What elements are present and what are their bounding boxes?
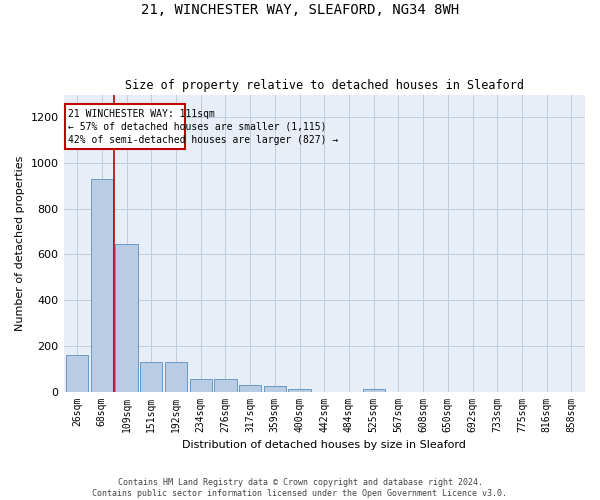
Bar <box>65 104 185 150</box>
Bar <box>264 386 286 392</box>
Bar <box>214 379 236 392</box>
Text: 42% of semi-detached houses are larger (827) →: 42% of semi-detached houses are larger (… <box>68 135 338 145</box>
Bar <box>362 389 385 392</box>
Y-axis label: Number of detached properties: Number of detached properties <box>15 156 25 330</box>
X-axis label: Distribution of detached houses by size in Sleaford: Distribution of detached houses by size … <box>182 440 466 450</box>
Bar <box>190 379 212 392</box>
Text: Contains HM Land Registry data © Crown copyright and database right 2024.
Contai: Contains HM Land Registry data © Crown c… <box>92 478 508 498</box>
Bar <box>91 179 113 392</box>
Text: ← 57% of detached houses are smaller (1,115): ← 57% of detached houses are smaller (1,… <box>68 122 327 132</box>
Bar <box>165 362 187 392</box>
Bar <box>115 244 137 392</box>
Bar <box>66 355 88 392</box>
Bar <box>140 362 163 392</box>
Bar <box>289 389 311 392</box>
Bar <box>239 384 261 392</box>
Title: Size of property relative to detached houses in Sleaford: Size of property relative to detached ho… <box>125 79 524 92</box>
Text: 21, WINCHESTER WAY, SLEAFORD, NG34 8WH: 21, WINCHESTER WAY, SLEAFORD, NG34 8WH <box>141 2 459 16</box>
Text: 21 WINCHESTER WAY: 111sqm: 21 WINCHESTER WAY: 111sqm <box>68 108 215 118</box>
